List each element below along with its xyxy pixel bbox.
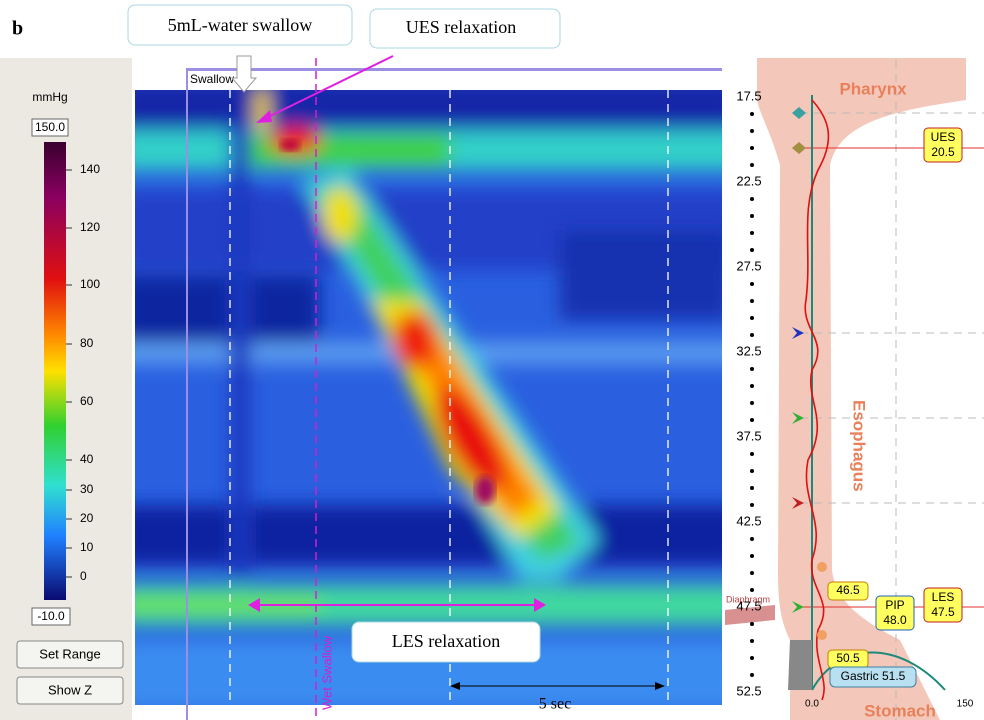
depth-dot (750, 503, 754, 507)
colorbar-tick-label: 20 (80, 511, 94, 525)
axis-label: 150 (957, 699, 974, 710)
callout: 5mL-water swallow (168, 15, 312, 35)
depth-dot (750, 571, 754, 575)
swallow-arrow (230, 55, 258, 93)
depth-dot (750, 163, 754, 167)
depth-dot (750, 639, 754, 643)
colorbar-tick-label: 0 (80, 569, 87, 583)
depth-dot (750, 537, 754, 541)
depth-dot (750, 146, 754, 150)
marker-text: 46.5 (836, 583, 860, 597)
marker-text: 48.0 (883, 613, 907, 627)
depth-dot (750, 367, 754, 371)
callout-box (369, 8, 561, 49)
depth-tick-label: 27.5 (736, 258, 761, 273)
depth-dot (750, 384, 754, 388)
marker-text: UES (931, 130, 956, 144)
depth-dot (750, 299, 754, 303)
time-scale-label: 5 sec (539, 696, 571, 713)
colorbar-tick-label: 120 (80, 220, 100, 234)
axis-label: 0.0 (805, 699, 819, 710)
depth-dot (750, 197, 754, 201)
pressure-topography (135, 90, 722, 705)
max-value: 150.0 (35, 120, 65, 134)
depth-dot (750, 588, 754, 592)
plot-header (132, 58, 722, 90)
depth-dot (750, 282, 754, 286)
depth-dot (750, 622, 754, 626)
time-scale (450, 682, 665, 690)
button-label[interactable]: Show Z (48, 682, 92, 697)
depth-dot (750, 316, 754, 320)
unit: mmHg (32, 90, 67, 104)
depth-tick-label: 22.5 (736, 173, 761, 188)
marker-text: 50.5 (836, 651, 860, 665)
depth-dot (750, 656, 754, 660)
colorbar-tick-label: 30 (80, 482, 94, 496)
swallow-bar (186, 68, 722, 71)
depth-dot (750, 112, 754, 116)
depth-tick-label: 42.5 (736, 513, 761, 528)
colorbar-tick-label: 100 (80, 277, 100, 291)
colorbar-tick-label: 80 (80, 336, 94, 350)
anatomy-shape (757, 58, 966, 720)
depth-dot (750, 214, 754, 218)
pressure-curve (804, 99, 830, 701)
depth-tick-label: 37.5 (736, 428, 761, 443)
depth-dot (750, 401, 754, 405)
depth-dot (750, 469, 754, 473)
min-box (31, 607, 71, 626)
marker-text: LES (932, 590, 955, 604)
depth-tick-label: 32.5 (736, 343, 761, 358)
min-value: -10.0 (37, 609, 65, 623)
depth-dot (750, 486, 754, 490)
colorbar-tick-label: 40 (80, 452, 94, 466)
depth-dot (750, 129, 754, 133)
panel-label: b (12, 18, 23, 40)
marker-boxes: UES 20.5 LES 47.5 PIP 48.0 46.5 50.5 Gas… (827, 127, 963, 688)
arrowhead (256, 110, 272, 123)
colorbar-tick-label: 10 (80, 540, 94, 554)
diaphragm (725, 605, 775, 625)
max-box (31, 118, 69, 137)
marker-text: 47.5 (931, 605, 955, 619)
colorbar (44, 142, 66, 600)
depth-dot (750, 554, 754, 558)
gastric-curve (811, 651, 946, 691)
depth-dot (750, 248, 754, 252)
depth-dot (750, 452, 754, 456)
callout-box (127, 4, 353, 46)
ues-arrow (263, 55, 394, 120)
set-range-button[interactable] (16, 640, 124, 669)
swallow-label: Swallow 9 (190, 72, 244, 86)
esophagus-label: Esophagus (850, 400, 869, 492)
time-gridlines (229, 90, 669, 705)
marker-text: Gastric 51.5 (841, 669, 906, 683)
button-label[interactable]: Set Range (39, 646, 100, 661)
depth-dot (750, 231, 754, 235)
depth-dot (750, 333, 754, 337)
sensor-markers (792, 107, 827, 640)
stomach-shadow (788, 640, 812, 690)
depth-dot (750, 418, 754, 422)
marker-text: 20.5 (931, 145, 955, 159)
callout: UES relaxation (406, 17, 516, 37)
callout-box (351, 621, 541, 663)
pharynx-label: Pharynx (839, 79, 907, 98)
depth-dot (750, 673, 754, 677)
depth-tick-label: 52.5 (736, 683, 761, 698)
colorbar-tick-label: 60 (80, 394, 94, 408)
wet-swallow-label: Wet Swallow (319, 635, 334, 710)
depth-tick-label: 17.5 (736, 88, 761, 103)
callout: LES relaxation (392, 631, 500, 651)
colorbar-tick-label: 140 (80, 162, 100, 176)
diaphragm-label: Diaphragm (726, 594, 770, 604)
stomach-label: Stomach (864, 701, 936, 720)
show-z-button[interactable] (16, 676, 124, 705)
marker-text: PIP (885, 598, 904, 612)
les-arrow (248, 598, 546, 612)
depth-tick-label: 47.5 (736, 598, 761, 613)
